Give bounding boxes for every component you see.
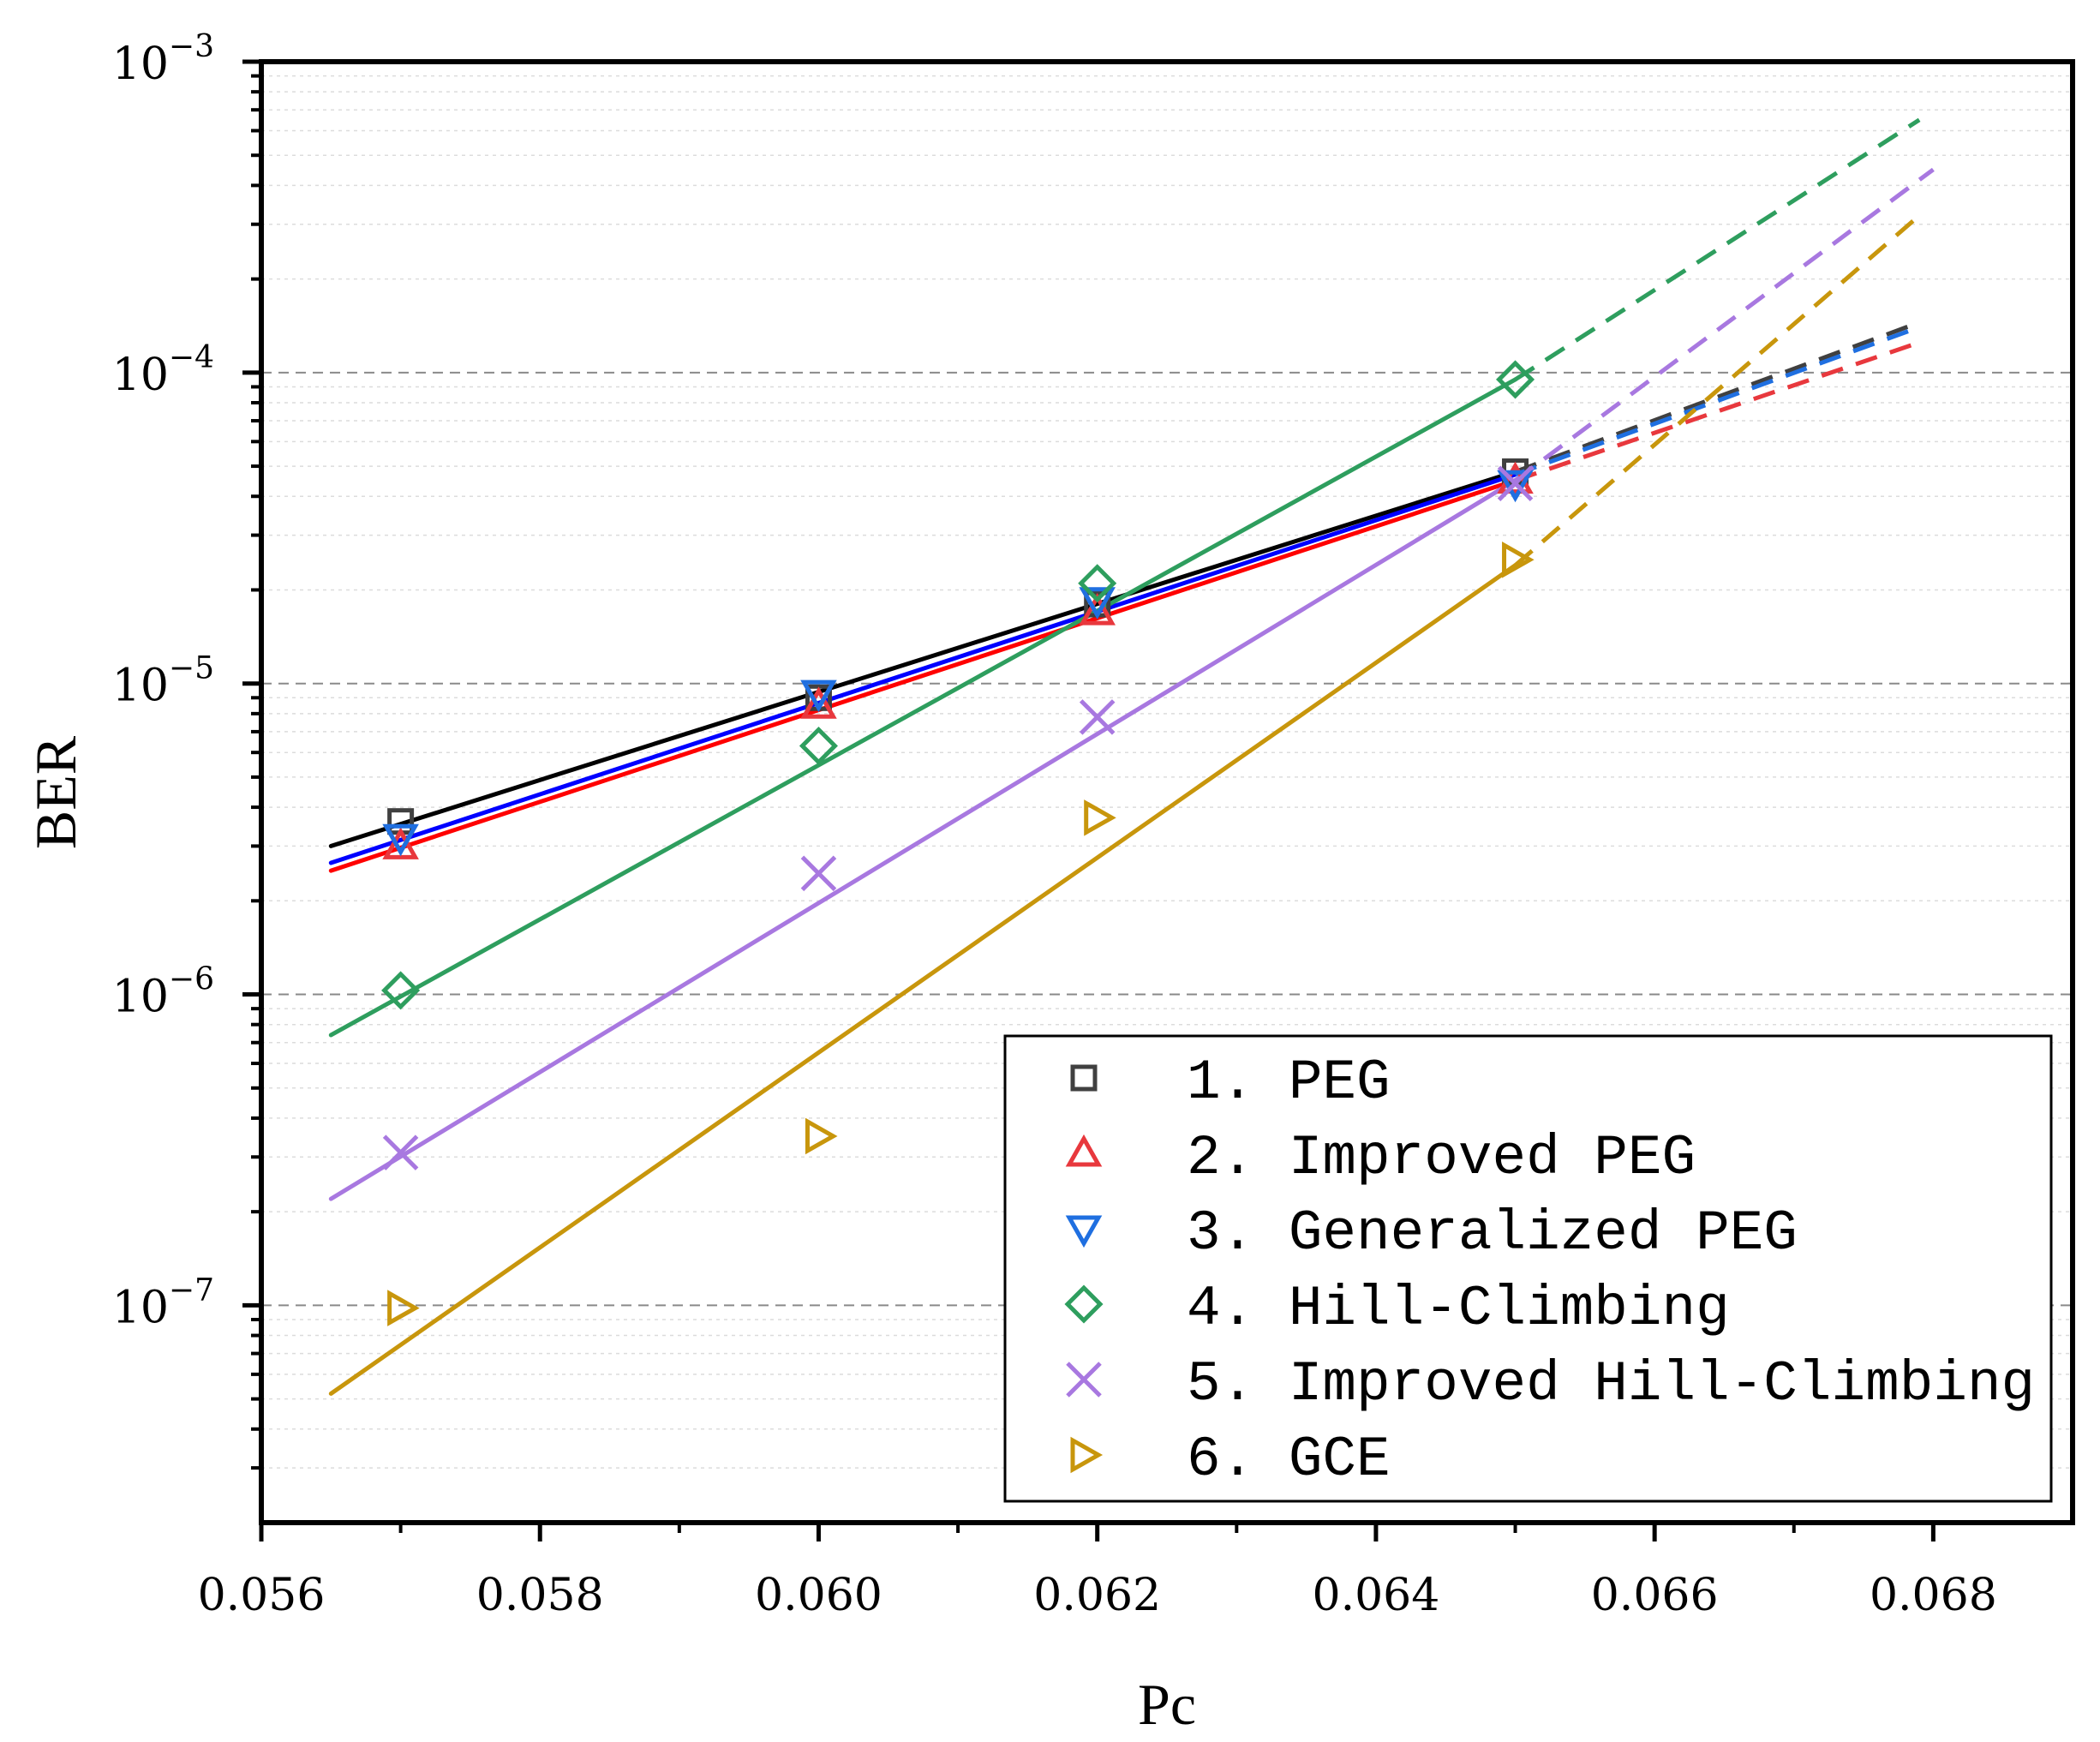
x-tick-label: 0.060 <box>755 1570 882 1621</box>
legend-label-1: 1. PEG <box>1187 1051 1391 1115</box>
y-tick-label: 10−4 <box>112 340 214 401</box>
x-tick-label: 0.068 <box>1870 1570 1997 1621</box>
series-4-extrapolation-line <box>1514 117 1921 382</box>
series-2-point <box>382 827 419 859</box>
x-tick-label: 0.058 <box>476 1570 604 1621</box>
legend-label-6: 6. GCE <box>1187 1428 1391 1492</box>
series-2-point <box>800 686 837 719</box>
series-2-point <box>1079 593 1116 626</box>
legend-label-5: 5. Improved Hill-Climbing <box>1187 1352 2035 1416</box>
legend-marker-2 <box>1065 1134 1103 1167</box>
series-6-point <box>1502 542 1535 578</box>
x-tick-label: 0.064 <box>1312 1570 1439 1621</box>
x-axis-label: Pc <box>1138 1672 1196 1737</box>
series-3-point <box>1497 470 1534 503</box>
series-6-point <box>387 1290 420 1326</box>
series-4-point <box>381 971 421 1010</box>
legend-marker-6 <box>1070 1436 1104 1474</box>
series-4-point <box>1496 360 1535 399</box>
series-6-extrapolation-line <box>1513 213 1921 567</box>
y-tick-label: 10−6 <box>112 962 214 1023</box>
y-tick-label: 10−7 <box>112 1272 214 1333</box>
series-5-point <box>382 1134 419 1170</box>
legend-label-2: 2. Improved PEG <box>1187 1126 1696 1190</box>
series-3-extrapolation-line <box>1514 325 1920 477</box>
series-3-point <box>1079 587 1116 620</box>
x-tick-label: 0.062 <box>1033 1570 1161 1621</box>
legend-box <box>1003 1034 2053 1503</box>
series-3-point <box>382 823 419 857</box>
series-3-fit-line <box>328 472 1518 865</box>
axes: 0.056 0.058 0.060 0.062 0.064 0.066 0.068 10−7 1… <box>112 29 1997 1621</box>
series-5-fit-line <box>328 478 1518 1201</box>
series-4-point <box>799 726 838 766</box>
legend-marker-1 <box>1070 1064 1098 1092</box>
series-2-fit-line <box>328 478 1518 873</box>
series-4-fit-line <box>328 377 1518 1038</box>
series-layer <box>328 117 1935 1396</box>
legend-marker-4 <box>1064 1284 1104 1324</box>
series-2-extrapolation-line <box>1514 340 1920 483</box>
series-5-extrapolation-line <box>1514 167 1935 482</box>
y-tick-label: 10−3 <box>112 29 214 90</box>
series-6-fit-line <box>328 563 1518 1396</box>
legend: 1. PEG 2. Improved PEG 3. Generalized PEG 4… <box>1003 1034 2053 1503</box>
y-tick-label: 10−5 <box>112 651 214 712</box>
y-axis-label: BER <box>23 735 88 849</box>
series-6-point <box>1084 799 1116 836</box>
series-1-extrapolation-line <box>1514 320 1920 474</box>
series-5-point <box>800 855 837 892</box>
series-3-point <box>800 679 837 713</box>
series-6-point <box>805 1117 838 1155</box>
x-tick-label: 0.066 <box>1591 1570 1719 1621</box>
legend-label-4: 4. Hill-Climbing <box>1187 1277 1730 1341</box>
series-5-point <box>1497 465 1534 501</box>
legend-marker-5 <box>1066 1362 1102 1398</box>
legend-marker-3 <box>1065 1215 1103 1248</box>
series-1-fit-line <box>328 470 1518 848</box>
legend-label-3: 3. Generalized PEG <box>1187 1201 1798 1266</box>
series-5-point <box>1079 699 1116 735</box>
x-tick-label: 0.056 <box>198 1570 326 1621</box>
series-4-point <box>1078 564 1117 603</box>
plot-frame <box>259 59 2075 1525</box>
